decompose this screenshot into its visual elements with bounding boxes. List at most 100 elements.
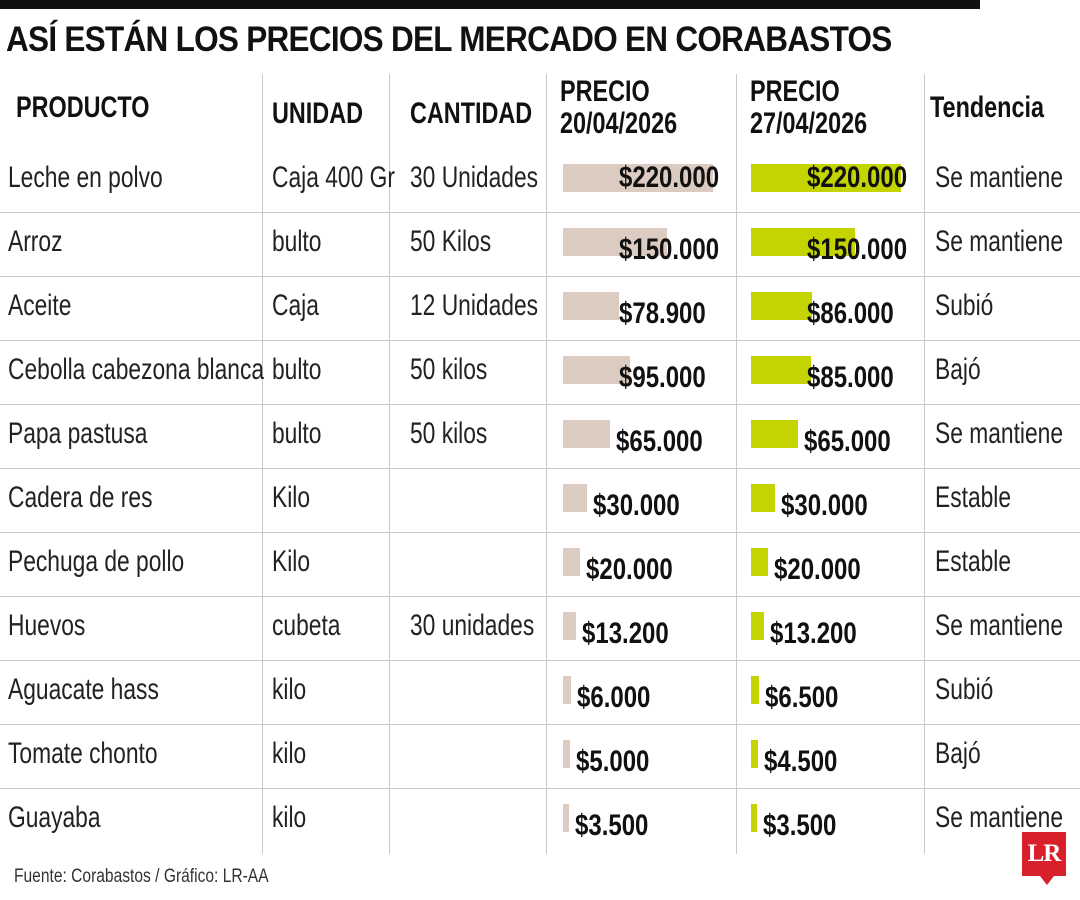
- lr-logo-tail: [1040, 876, 1054, 885]
- price-label: $5.000: [576, 745, 650, 778]
- cell-producto: Leche en polvo: [8, 161, 163, 194]
- header-producto: PRODUCTO: [16, 91, 150, 124]
- price-label: $65.000: [616, 425, 703, 458]
- cell-cantidad: 50 Kilos: [410, 225, 492, 258]
- row-divider: [0, 340, 1080, 341]
- header-precio-2-date: 27/04/2026: [750, 107, 868, 140]
- cell-tendencia: Se mantiene: [935, 161, 1064, 194]
- price-label: $220.000: [619, 161, 720, 194]
- price-label: $6.000: [577, 681, 651, 714]
- header-tendencia: Tendencia: [930, 91, 1045, 124]
- bar-precio-20-04: [563, 484, 587, 512]
- cell-producto: Cebolla cabezona blanca: [8, 353, 265, 386]
- cell-cantidad: 50 kilos: [410, 417, 488, 450]
- row-divider: [0, 468, 1080, 469]
- bar-precio-27-04: [751, 484, 775, 512]
- bar-precio-20-04: [563, 420, 610, 448]
- cell-tendencia: Bajó: [935, 353, 981, 386]
- price-label: $20.000: [586, 553, 673, 586]
- bar-precio-27-04: [751, 676, 759, 704]
- row-divider: [0, 724, 1080, 725]
- cell-tendencia: Se mantiene: [935, 225, 1064, 258]
- lr-logo: LR: [1022, 832, 1066, 876]
- cell-producto: Aguacate hass: [8, 673, 159, 706]
- price-label: $13.200: [770, 617, 857, 650]
- cell-cantidad: 30 Unidades: [410, 161, 539, 194]
- bar-precio-20-04: [563, 164, 713, 192]
- header-precio-1-date: 20/04/2026: [560, 107, 678, 140]
- price-label: $13.200: [582, 617, 669, 650]
- price-label: $30.000: [593, 489, 680, 522]
- bar-precio-20-04: [563, 548, 580, 576]
- cell-tendencia: Se mantiene: [935, 609, 1064, 642]
- header-precio-2: PRECIO 27/04/2026: [750, 76, 867, 140]
- price-label: $20.000: [774, 553, 861, 586]
- cell-cantidad: 12 Unidades: [410, 289, 539, 322]
- cell-producto: Aceite: [8, 289, 72, 322]
- column-divider: [736, 74, 737, 854]
- cell-producto: Huevos: [8, 609, 86, 642]
- price-label: $30.000: [781, 489, 868, 522]
- price-label: $86.000: [807, 297, 894, 330]
- row-divider: [0, 596, 1080, 597]
- header-precio-1-label: PRECIO: [560, 75, 650, 108]
- cell-unidad: bulto: [272, 225, 322, 258]
- price-label: $150.000: [619, 233, 720, 266]
- cell-cantidad: 30 unidades: [410, 609, 535, 642]
- bar-precio-27-04: [751, 164, 901, 192]
- column-divider: [262, 74, 263, 854]
- chart-title: ASÍ ESTÁN LOS PRECIOS DEL MERCADO EN COR…: [6, 20, 892, 59]
- row-divider: [0, 660, 1080, 661]
- row-divider: [0, 404, 1080, 405]
- cell-unidad: Kilo: [272, 481, 311, 514]
- price-label: $3.500: [763, 809, 837, 842]
- price-label: $4.500: [764, 745, 838, 778]
- bar-precio-27-04: [751, 612, 764, 640]
- bar-precio-20-04: [563, 740, 570, 768]
- row-divider: [0, 212, 1080, 213]
- bar-precio-20-04: [563, 356, 630, 384]
- row-divider: [0, 532, 1080, 533]
- price-label: $220.000: [807, 161, 908, 194]
- header-precio-1: PRECIO 20/04/2026: [560, 76, 677, 140]
- bar-precio-27-04: [751, 228, 855, 256]
- source-note: Fuente: Corabastos / Gráfico: LR-AA: [14, 866, 269, 887]
- cell-producto: Arroz: [8, 225, 63, 258]
- bar-precio-20-04: [563, 228, 667, 256]
- header-precio-2-label: PRECIO: [750, 75, 840, 108]
- cell-producto: Guayaba: [8, 801, 101, 834]
- bar-precio-20-04: [563, 612, 576, 640]
- row-divider: [0, 276, 1080, 277]
- price-label: $150.000: [807, 233, 908, 266]
- cell-producto: Papa pastusa: [8, 417, 148, 450]
- row-divider: [0, 788, 1080, 789]
- column-divider: [546, 74, 547, 854]
- cell-producto: Pechuga de pollo: [8, 545, 185, 578]
- bar-precio-27-04: [751, 804, 757, 832]
- cell-unidad: Caja 400 Gr: [272, 161, 395, 194]
- cell-unidad: kilo: [272, 801, 307, 834]
- bar-precio-27-04: [751, 356, 811, 384]
- cell-producto: Cadera de res: [8, 481, 153, 514]
- cell-tendencia: Estable: [935, 481, 1012, 514]
- column-divider: [389, 74, 390, 854]
- cell-unidad: kilo: [272, 673, 307, 706]
- price-label: $95.000: [619, 361, 706, 394]
- header-unidad: UNIDAD: [272, 97, 364, 130]
- cell-unidad: bulto: [272, 353, 322, 386]
- price-label: $3.500: [575, 809, 649, 842]
- bar-precio-20-04: [563, 292, 619, 320]
- bar-precio-20-04: [563, 676, 571, 704]
- header-cantidad: CANTIDAD: [410, 97, 533, 130]
- cell-unidad: bulto: [272, 417, 322, 450]
- cell-unidad: kilo: [272, 737, 307, 770]
- bar-precio-27-04: [751, 740, 758, 768]
- price-label: $65.000: [804, 425, 891, 458]
- cell-tendencia: Bajó: [935, 737, 981, 770]
- cell-tendencia: Estable: [935, 545, 1012, 578]
- bar-precio-27-04: [751, 548, 768, 576]
- cell-tendencia: Subió: [935, 673, 994, 706]
- price-label: $6.500: [765, 681, 839, 714]
- cell-tendencia: Se mantiene: [935, 801, 1064, 834]
- cell-unidad: cubeta: [272, 609, 341, 642]
